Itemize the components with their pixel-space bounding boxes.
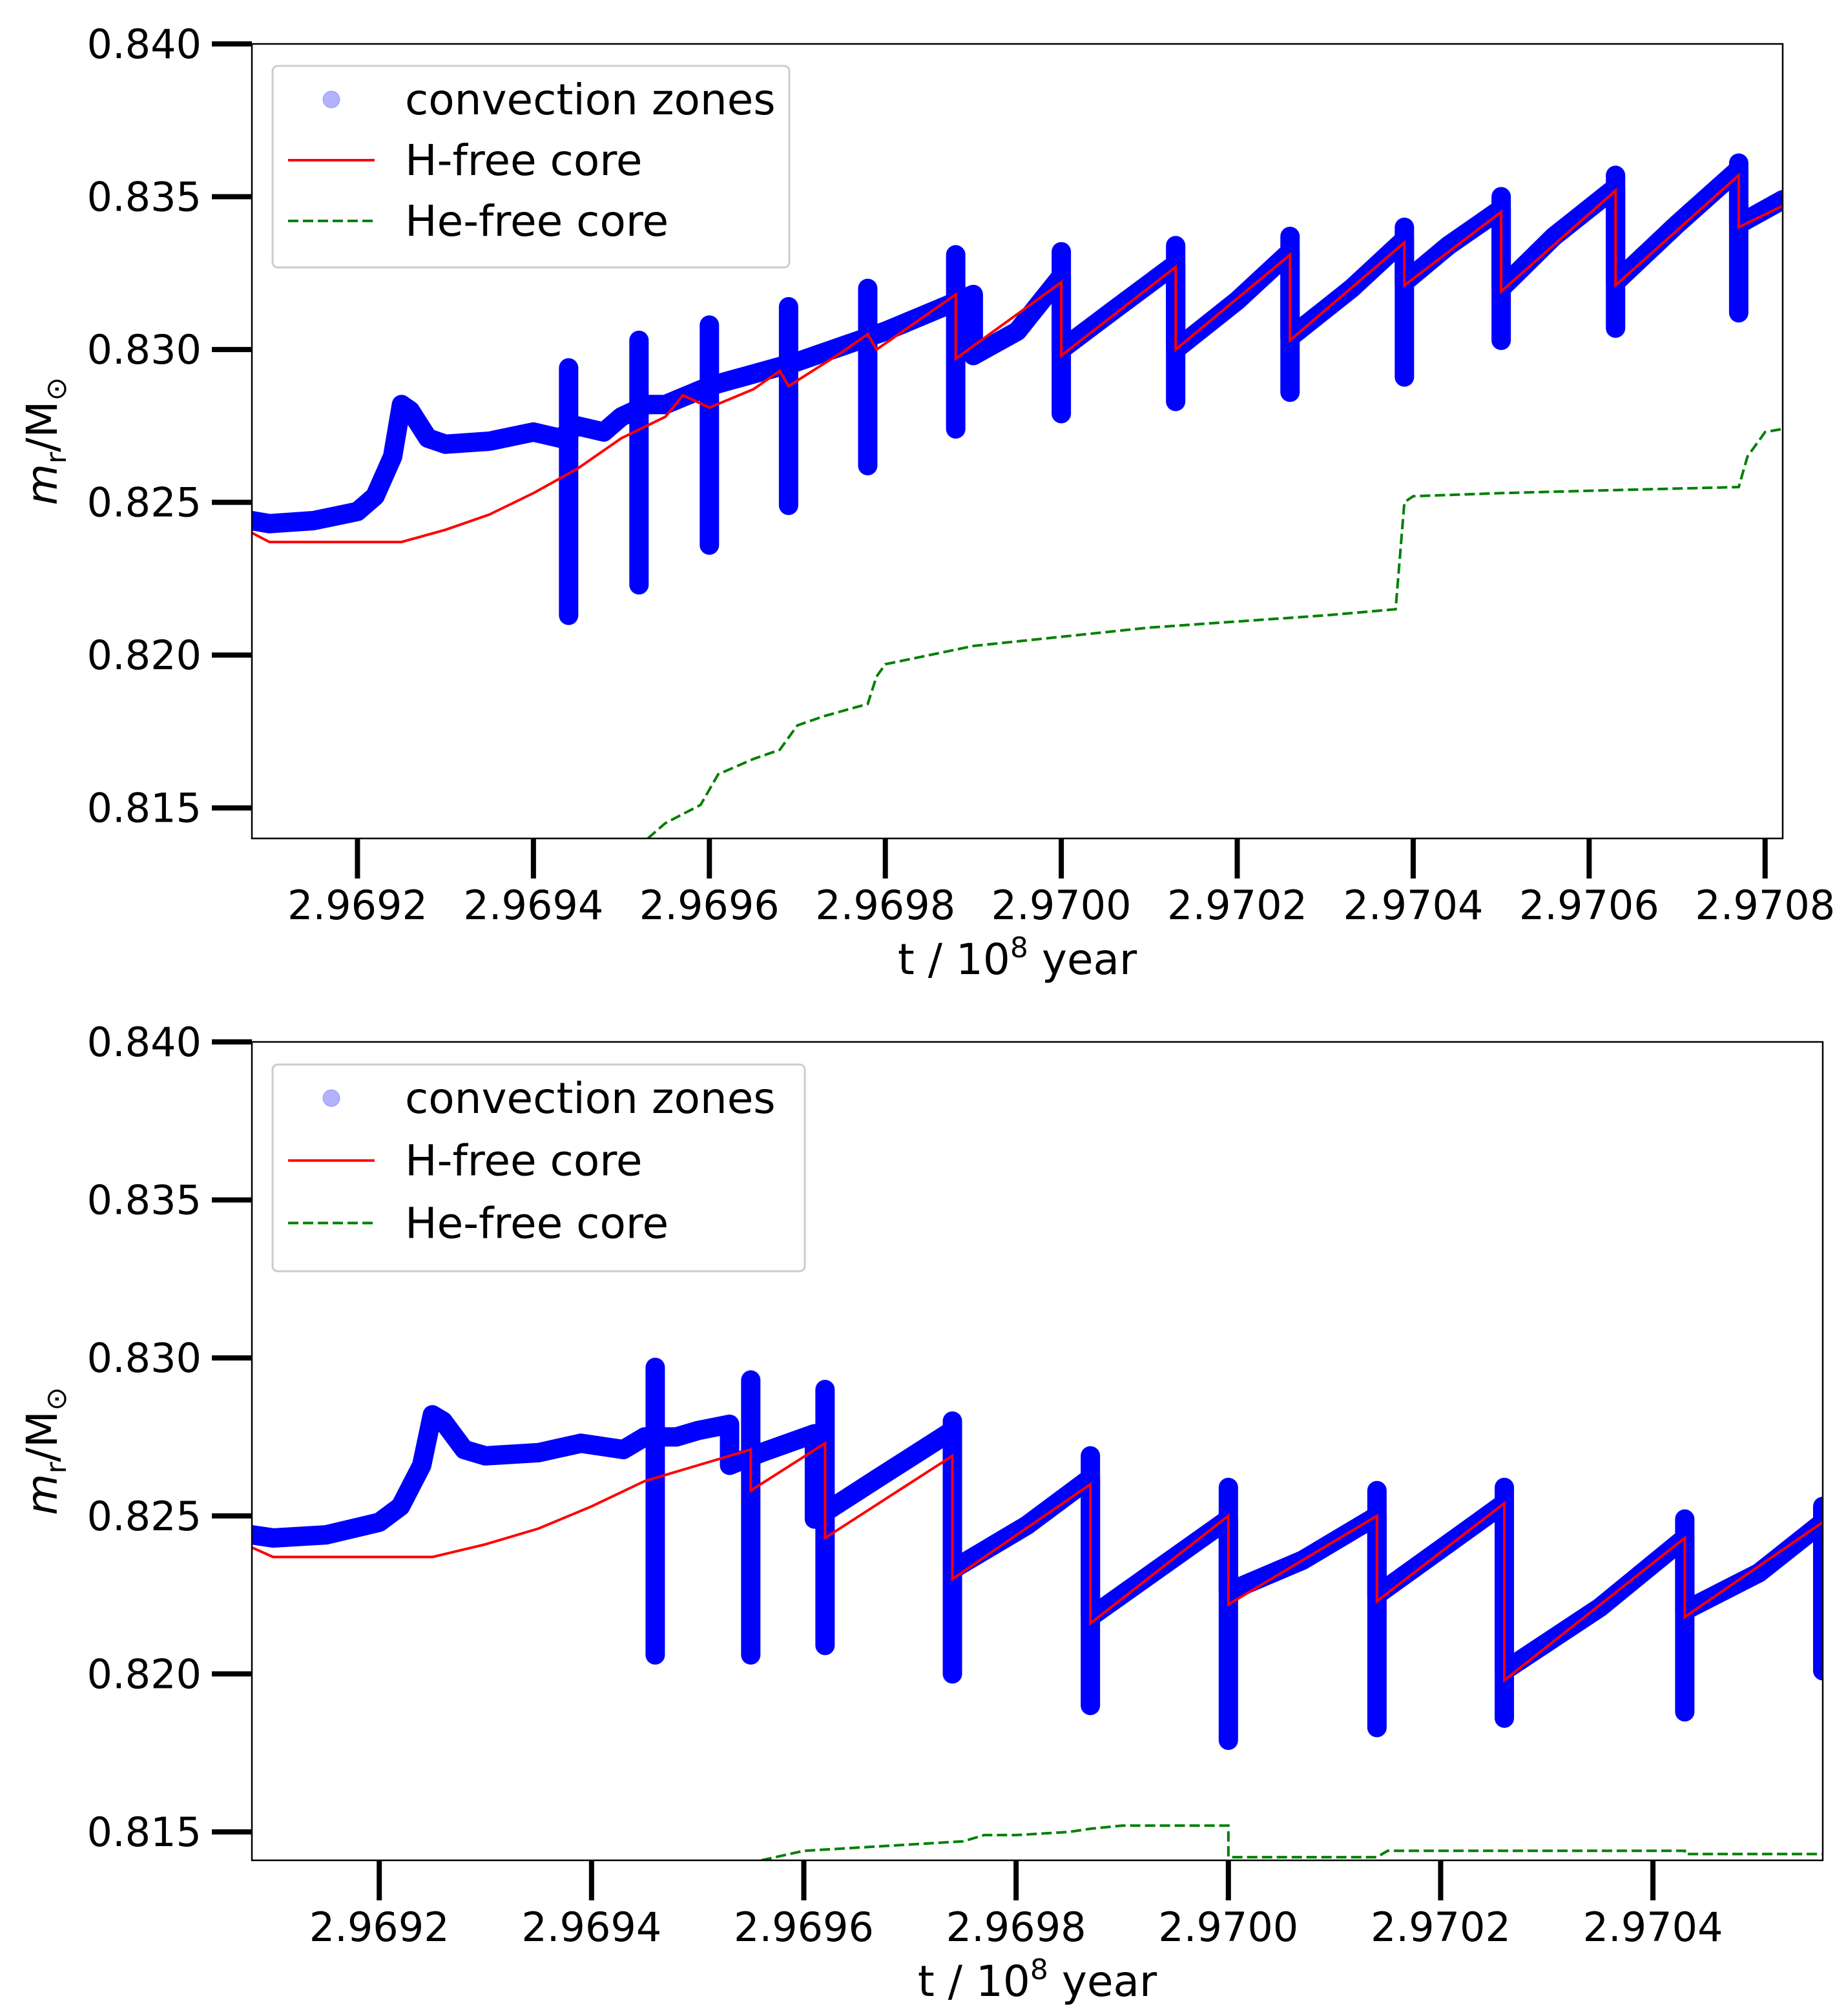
x-tick-label: 2.9704 (1583, 1904, 1723, 1951)
legend-box (271, 1063, 806, 1273)
legend-marker-convection (322, 90, 340, 109)
x-tick-label: 2.9692 (309, 1904, 450, 1951)
legend-marker-convection (322, 1089, 340, 1107)
y-tick-label: 0.825 (87, 1493, 202, 1540)
x-tick-label: 2.9696 (639, 882, 780, 929)
x-tick-label: 2.9700 (1158, 1904, 1298, 1951)
legend: convection zones H-free core He-free core (271, 65, 791, 269)
x-tick-label: 2.9696 (734, 1904, 874, 1951)
plot-frame (251, 43, 1784, 840)
y-tick-label: 0.840 (87, 1019, 202, 1066)
he-free-core-line (647, 428, 1783, 838)
y-tick-label: 0.840 (87, 21, 202, 68)
y-axis-label: mr/M⊙ (17, 1387, 73, 1515)
legend-label: convection zones (405, 1074, 776, 1123)
y-tick-label: 0.830 (87, 326, 202, 373)
x-tick-label: 2.9694 (521, 1904, 661, 1951)
legend-label: He-free core (405, 1198, 669, 1248)
y-tick-label: 0.820 (87, 1650, 202, 1698)
x-tick-label: 2.9702 (1167, 882, 1307, 929)
plot-area (252, 1357, 1823, 1860)
x-tick-label: 2.9708 (1695, 882, 1835, 929)
x-tick-label: 2.9692 (287, 882, 428, 929)
y-tick-label: 0.820 (87, 632, 202, 679)
x-tick-label: 2.9698 (815, 882, 955, 929)
h-free-core-line (252, 172, 1783, 544)
legend-label: H-free core (405, 1136, 643, 1186)
y-tick-label: 0.825 (87, 479, 202, 526)
x-tick-label: 2.9702 (1371, 1904, 1511, 1951)
x-tick-label: 2.9700 (991, 882, 1132, 929)
y-axis-label: mr/M⊙ (17, 377, 73, 505)
x-axis-label: t / 108 year (918, 1953, 1157, 2006)
bottom-panel: 0.840 0.835 0.830 0.825 0.820 0.815 2.9692 2.96… (17, 1019, 1824, 2006)
x-tick-label: 2.9704 (1343, 882, 1483, 929)
plot-frame (251, 1041, 1824, 1862)
legend: convection zones H-free core He-free core (271, 1063, 806, 1273)
convection-zone-track (252, 1405, 1823, 1681)
y-tick-label: 0.815 (87, 785, 202, 832)
legend-label: He-free core (405, 196, 669, 246)
y-tick-label: 0.830 (87, 1335, 202, 1382)
y-tick-label: 0.815 (87, 1809, 202, 1856)
x-tick-label: 2.9694 (463, 882, 603, 929)
x-tick-label: 2.9698 (946, 1904, 1086, 1951)
y-tick-label: 0.835 (87, 174, 202, 221)
legend-label: H-free core (405, 136, 643, 185)
top-panel: 0.840 0.835 0.830 0.825 0.820 0.815 2.9692 2.96… (17, 21, 1835, 984)
y-tick-label: 0.835 (87, 1177, 202, 1224)
he-free-core-line (761, 1824, 1823, 1860)
h-free-core-line (252, 1440, 1823, 1683)
plot-area (252, 153, 1783, 838)
x-tick-label: 2.9706 (1519, 882, 1659, 929)
legend-box (271, 65, 791, 269)
x-axis-label: t / 108 year (898, 931, 1137, 984)
legend-label: convection zones (405, 75, 776, 125)
convection-zones-series (252, 1357, 1823, 1751)
